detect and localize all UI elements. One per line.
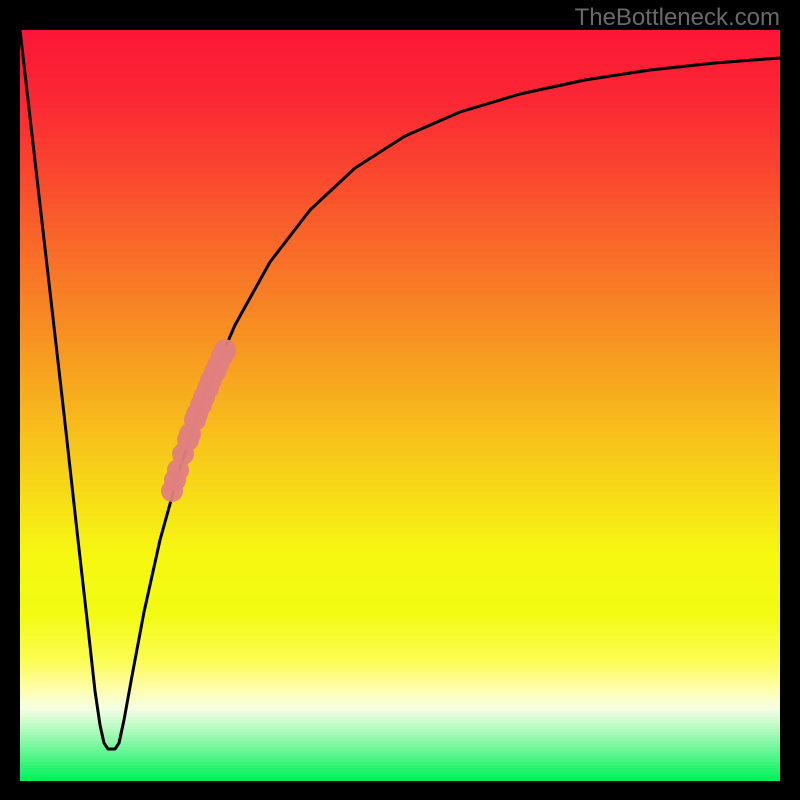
watermark-text: TheBottleneck.com <box>575 4 780 32</box>
data-marker <box>161 480 183 502</box>
chart-frame: TheBottleneck.com <box>0 0 800 800</box>
plot-area <box>20 30 780 780</box>
